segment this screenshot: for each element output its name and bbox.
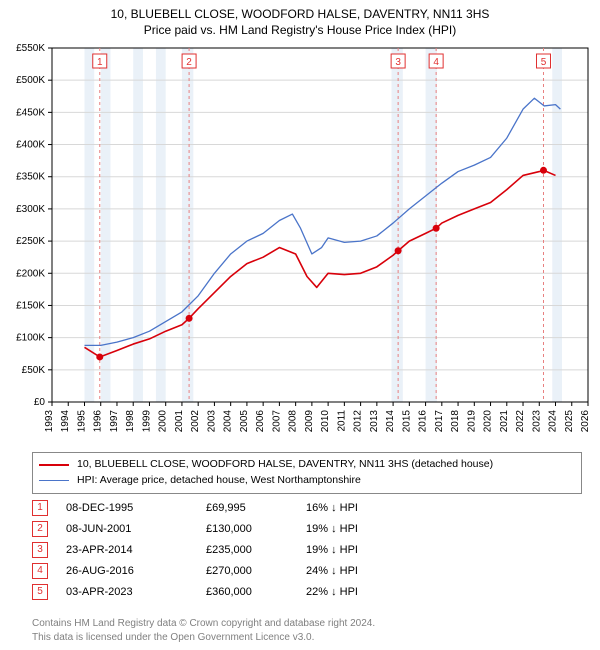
svg-text:2014: 2014: [385, 410, 396, 433]
svg-text:2013: 2013: [369, 410, 380, 433]
svg-text:2017: 2017: [434, 410, 445, 433]
svg-text:1997: 1997: [109, 410, 120, 433]
transaction-diff: 22% ↓ HPI: [306, 582, 416, 603]
svg-text:2021: 2021: [499, 410, 510, 433]
transaction-diff: 19% ↓ HPI: [306, 519, 416, 540]
svg-text:£50K: £50K: [22, 365, 46, 376]
svg-text:£150K: £150K: [16, 300, 45, 311]
transaction-date: 03-APR-2023: [66, 582, 206, 603]
svg-text:2019: 2019: [466, 410, 477, 433]
svg-text:1998: 1998: [125, 410, 136, 433]
svg-text:£300K: £300K: [16, 204, 45, 215]
transaction-price: £235,000: [206, 540, 306, 561]
transaction-row: 5 03-APR-2023£360,00022% ↓ HPI: [32, 582, 416, 603]
price-chart: £0 £50K £100K £150K £200K £250K £300K £350K £400…: [0, 42, 600, 442]
footer-line-1: Contains HM Land Registry data © Crown c…: [32, 617, 375, 631]
chart-svg: £0 £50K £100K £150K £200K £250K £300K £350K £400…: [0, 42, 600, 442]
svg-text:2007: 2007: [271, 410, 282, 433]
transaction-date: 23-APR-2014: [66, 540, 206, 561]
svg-text:1994: 1994: [60, 410, 71, 433]
svg-text:2012: 2012: [353, 410, 364, 433]
svg-text:£0: £0: [34, 397, 46, 408]
svg-text:2023: 2023: [531, 410, 542, 433]
title-line-1: 10, BLUEBELL CLOSE, WOODFORD HALSE, DAVE…: [0, 6, 600, 22]
legend-item: HPI: Average price, detached house, West…: [39, 473, 575, 489]
transaction-date: 08-DEC-1995: [66, 498, 206, 519]
transaction-price: £69,995: [206, 498, 306, 519]
svg-text:2008: 2008: [288, 410, 299, 433]
svg-text:2009: 2009: [304, 410, 315, 433]
svg-text:1: 1: [97, 57, 103, 68]
legend-swatch: [39, 464, 69, 466]
svg-text:1993: 1993: [44, 410, 55, 433]
title-line-2: Price paid vs. HM Land Registry's House …: [0, 22, 600, 38]
transaction-badge: 1: [32, 500, 48, 516]
transaction-row: 4 26-AUG-2016£270,00024% ↓ HPI: [32, 561, 416, 582]
svg-text:2005: 2005: [239, 410, 250, 433]
svg-text:2024: 2024: [548, 410, 559, 433]
svg-text:2015: 2015: [401, 410, 412, 433]
footer-line-2: This data is licensed under the Open Gov…: [32, 631, 375, 645]
transaction-price: £360,000: [206, 582, 306, 603]
svg-text:4: 4: [433, 57, 439, 68]
legend-item: 10, BLUEBELL CLOSE, WOODFORD HALSE, DAVE…: [39, 457, 575, 473]
svg-text:2020: 2020: [483, 410, 494, 433]
transaction-badge: 2: [32, 521, 48, 537]
transaction-price: £130,000: [206, 519, 306, 540]
svg-text:2011: 2011: [336, 410, 347, 432]
svg-text:2010: 2010: [320, 410, 331, 433]
footer-attribution: Contains HM Land Registry data © Crown c…: [32, 617, 375, 644]
chart-title-block: 10, BLUEBELL CLOSE, WOODFORD HALSE, DAVE…: [0, 0, 600, 38]
svg-text:£200K: £200K: [16, 268, 45, 279]
svg-text:£450K: £450K: [16, 107, 45, 118]
svg-text:2001: 2001: [174, 410, 185, 433]
svg-text:1995: 1995: [76, 410, 87, 433]
svg-text:2003: 2003: [206, 410, 217, 433]
svg-text:2006: 2006: [255, 410, 266, 433]
transaction-row: 2 08-JUN-2001£130,00019% ↓ HPI: [32, 519, 416, 540]
transaction-diff: 16% ↓ HPI: [306, 498, 416, 519]
transaction-badge: 4: [32, 563, 48, 579]
svg-text:1996: 1996: [93, 410, 104, 433]
transaction-row: 1 08-DEC-1995£69,99516% ↓ HPI: [32, 498, 416, 519]
legend-label: 10, BLUEBELL CLOSE, WOODFORD HALSE, DAVE…: [77, 457, 493, 473]
legend: 10, BLUEBELL CLOSE, WOODFORD HALSE, DAVE…: [32, 452, 582, 494]
svg-text:2022: 2022: [515, 410, 526, 433]
transaction-badge: 3: [32, 542, 48, 558]
svg-text:£250K: £250K: [16, 236, 45, 247]
svg-text:£550K: £550K: [16, 43, 45, 54]
transaction-row: 3 23-APR-2014£235,00019% ↓ HPI: [32, 540, 416, 561]
transaction-date: 08-JUN-2001: [66, 519, 206, 540]
transaction-diff: 19% ↓ HPI: [306, 540, 416, 561]
svg-text:2026: 2026: [580, 410, 591, 433]
transaction-badge: 5: [32, 584, 48, 600]
svg-text:2025: 2025: [564, 410, 575, 433]
svg-text:2: 2: [186, 57, 192, 68]
svg-text:2016: 2016: [418, 410, 429, 433]
svg-text:2000: 2000: [158, 410, 169, 433]
svg-text:1999: 1999: [141, 410, 152, 433]
svg-text:£500K: £500K: [16, 75, 45, 86]
legend-label: HPI: Average price, detached house, West…: [77, 473, 361, 489]
svg-text:£100K: £100K: [16, 333, 45, 344]
svg-text:5: 5: [541, 57, 547, 68]
transaction-price: £270,000: [206, 561, 306, 582]
svg-text:2018: 2018: [450, 410, 461, 433]
svg-text:£400K: £400K: [16, 140, 45, 151]
svg-text:2002: 2002: [190, 410, 201, 433]
transaction-diff: 24% ↓ HPI: [306, 561, 416, 582]
transactions-table: 1 08-DEC-1995£69,99516% ↓ HPI 2 08-JUN-2001…: [32, 498, 416, 602]
legend-swatch: [39, 480, 69, 481]
svg-text:2004: 2004: [223, 410, 234, 433]
svg-text:£350K: £350K: [16, 172, 45, 183]
transaction-date: 26-AUG-2016: [66, 561, 206, 582]
svg-text:3: 3: [395, 57, 401, 68]
